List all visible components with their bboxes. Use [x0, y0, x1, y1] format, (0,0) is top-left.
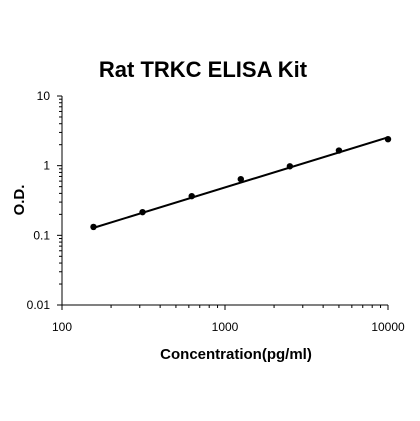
trendline-group — [93, 136, 389, 229]
data-point — [335, 147, 343, 154]
x-tick-label: 100 — [52, 320, 72, 334]
data-point — [384, 135, 392, 143]
data-points — [90, 135, 392, 231]
data-point — [139, 208, 146, 216]
y-axis-label: O.D. — [11, 185, 28, 216]
tick-labels: 100 1000 10000 10 1 0.1 0.01 — [27, 89, 405, 334]
x-axis-label: Concentration(pg/ml) — [160, 346, 312, 363]
y-tick-label: 1 — [43, 159, 50, 173]
x-tick-label: 1000 — [212, 320, 239, 334]
x-tick-label: 10000 — [371, 320, 405, 334]
fit-line — [93, 136, 389, 229]
y-tick-label: 10 — [37, 89, 51, 103]
y-tick-label: 0.1 — [33, 228, 50, 242]
axes — [57, 95, 389, 310]
chart-title: Rat TRKC ELISA Kit — [99, 57, 308, 82]
data-point — [237, 175, 244, 183]
data-point — [286, 163, 294, 170]
data-point — [90, 223, 97, 231]
data-point — [188, 192, 195, 200]
y-tick-label: 0.01 — [27, 298, 51, 312]
